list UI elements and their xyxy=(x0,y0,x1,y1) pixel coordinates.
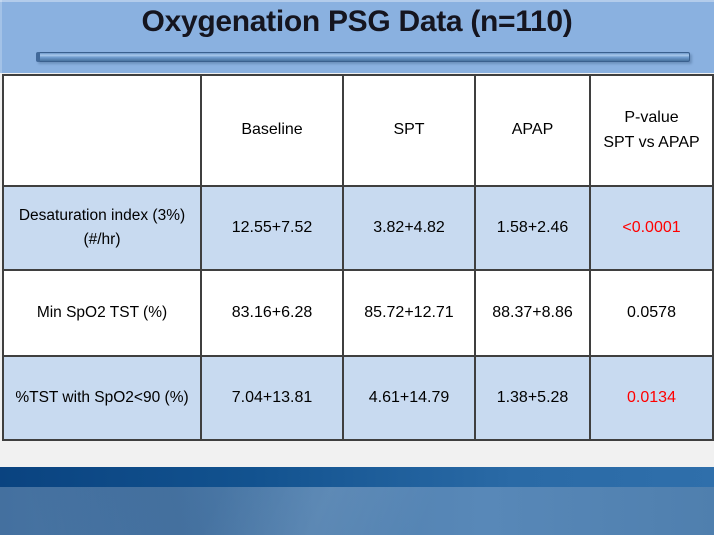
table-row-desaturation-index: Desaturation index (3%) (#/hr) 12.55+7.5… xyxy=(2,185,714,271)
psg-data-table: Baseline SPT APAP P-value SPT vs APAP De… xyxy=(2,74,714,441)
cell-spt: 4.61+14.79 xyxy=(342,355,476,441)
row-label-line1: Min SpO2 TST (%) xyxy=(36,303,168,321)
cell-baseline: 12.55+7.52 xyxy=(200,185,344,271)
header-cell-baseline: Baseline xyxy=(200,74,344,187)
title-underline-bar xyxy=(36,52,690,62)
table-row-min-spo2: Min SpO2 TST (%) 83.16+6.28 85.72+12.71 … xyxy=(2,269,714,357)
cell-spt: 85.72+12.71 xyxy=(342,269,476,357)
footer-blue-area xyxy=(0,487,714,535)
cell-baseline: 83.16+6.28 xyxy=(200,269,344,357)
footer-dark-blue-bar xyxy=(0,467,714,487)
slide-title: Oxygenation PSG Data (n=110) xyxy=(141,5,573,38)
row-label-line1: Desaturation index (3%) xyxy=(18,206,186,224)
header-pvalue-line1: P-value xyxy=(624,108,679,126)
cell-apap: 88.37+8.86 xyxy=(474,269,591,357)
header-cell-pvalue: P-value SPT vs APAP xyxy=(589,74,714,187)
header-cell-spt: SPT xyxy=(342,74,476,187)
cell-pvalue: <0.0001 xyxy=(589,185,714,271)
cell-apap: 1.38+5.28 xyxy=(474,355,591,441)
table-header-row: Baseline SPT APAP P-value SPT vs APAP xyxy=(2,74,714,187)
cell-apap: 1.58+2.46 xyxy=(474,185,591,271)
row-label-min-spo2: Min SpO2 TST (%) xyxy=(2,269,202,357)
cell-baseline: 7.04+13.81 xyxy=(200,355,344,441)
row-label-tst-spo2-below-90: %TST with SpO2<90 (%) xyxy=(2,355,202,441)
cell-pvalue: 0.0578 xyxy=(589,269,714,357)
cell-spt: 3.82+4.82 xyxy=(342,185,476,271)
cell-pvalue: 0.0134 xyxy=(589,355,714,441)
row-label-line2: (#/hr) xyxy=(83,231,121,248)
row-label-desaturation-index: Desaturation index (3%) (#/hr) xyxy=(2,185,202,271)
table-row-tst-spo2-below-90: %TST with SpO2<90 (%) 7.04+13.81 4.61+14… xyxy=(2,355,714,441)
row-label-line1: %TST with SpO2<90 (%) xyxy=(15,388,189,406)
header-cell-empty xyxy=(2,74,202,187)
header-pvalue-line2: SPT vs APAP xyxy=(603,133,700,151)
header-cell-apap: APAP xyxy=(474,74,591,187)
title-band: Oxygenation PSG Data (n=110) xyxy=(0,0,714,73)
